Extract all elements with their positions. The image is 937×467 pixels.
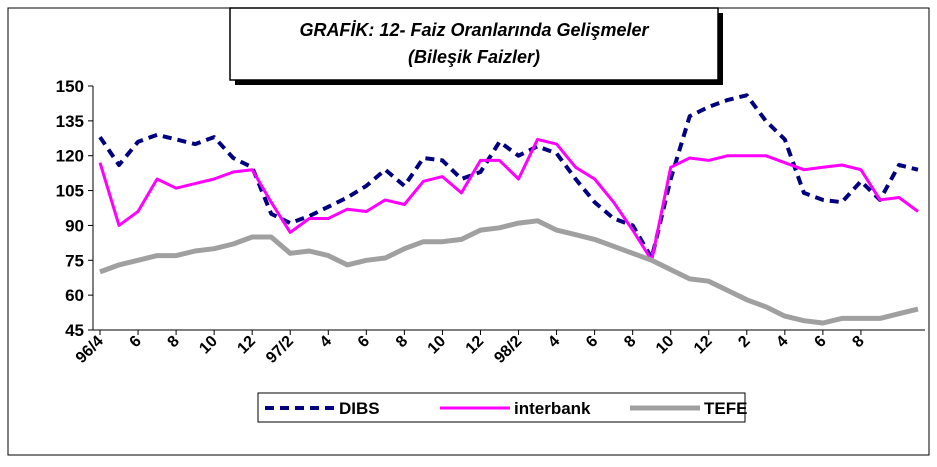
series-line (99, 218, 919, 326)
y-tick-label: 45 (65, 321, 84, 340)
y-tick-label: 135 (56, 112, 84, 131)
title-box (229, 7, 719, 81)
legend-label: DIBS (339, 399, 380, 418)
y-tick-label: 75 (65, 251, 84, 270)
chart-subtitle: (Bileşik Faizler) (408, 47, 540, 67)
y-tick-label: 150 (56, 77, 84, 96)
y-tick-label: 120 (56, 147, 84, 166)
series-line (98, 137, 919, 262)
y-tick-label: 60 (65, 286, 84, 305)
chart-title: GRAFİK: 12- Faiz Oranlarında Gelişmeler (299, 20, 649, 40)
series-line (98, 93, 919, 260)
legend-label: TEFE (704, 399, 747, 418)
y-tick-label: 105 (56, 182, 84, 201)
legend-label: interbank (514, 399, 591, 418)
y-tick-label: 90 (65, 216, 84, 235)
